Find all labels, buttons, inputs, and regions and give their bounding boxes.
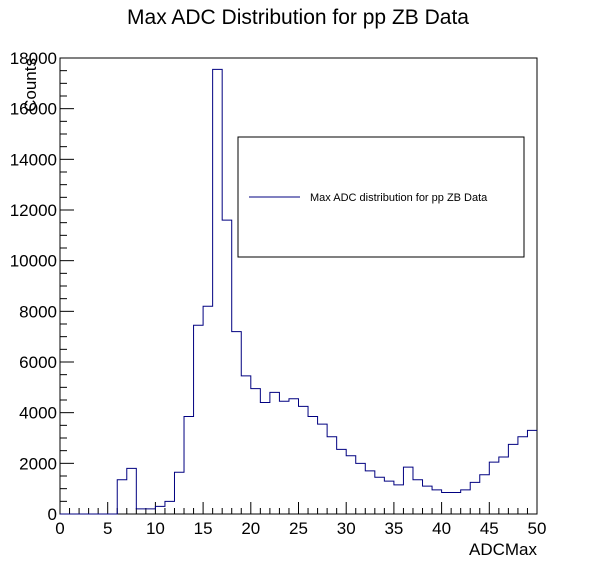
x-tick-label: 35	[384, 519, 403, 538]
x-tick-label: 45	[480, 519, 499, 538]
tick-labels: 0 5 10 15 20 25 30 35 40 45 50 0 2000 4000 6000 8000 100…	[10, 49, 547, 538]
axis-ticks	[59, 57, 538, 515]
x-tick-label: 20	[241, 519, 260, 538]
y-tick-label: 6000	[19, 353, 57, 372]
x-tick-label: 25	[289, 519, 308, 538]
x-tick-label: 50	[528, 519, 547, 538]
y-tick-label: 4000	[19, 404, 57, 423]
chart-title: Max ADC Distribution for pp ZB Data	[127, 6, 469, 29]
y-tick-label: 12000	[10, 201, 57, 220]
y-tick-label: 8000	[19, 302, 57, 321]
x-tick-label: 15	[194, 519, 213, 538]
legend-entry-label: Max ADC distribution for pp ZB Data	[310, 192, 488, 204]
histogram-series-line	[60, 68, 537, 515]
x-tick-label: 10	[146, 519, 165, 538]
y-tick-label: 0	[48, 505, 57, 524]
y-tick-label: 14000	[10, 150, 57, 169]
plot-frame	[59, 57, 538, 515]
x-tick-label: 5	[103, 519, 112, 538]
y-tick-label: 10000	[10, 252, 57, 271]
x-tick-label: 40	[432, 519, 451, 538]
y-tick-label: 18000	[10, 49, 57, 68]
x-tick-label: 0	[55, 519, 64, 538]
y-tick-label: 2000	[19, 454, 57, 473]
y-tick-label: 16000	[10, 100, 57, 119]
x-tick-label: 30	[337, 519, 356, 538]
legend: Max ADC distribution for pp ZB Data	[237, 136, 525, 258]
y-axis-title: Counts	[21, 58, 40, 112]
x-axis-title: ADCMax	[469, 540, 538, 559]
